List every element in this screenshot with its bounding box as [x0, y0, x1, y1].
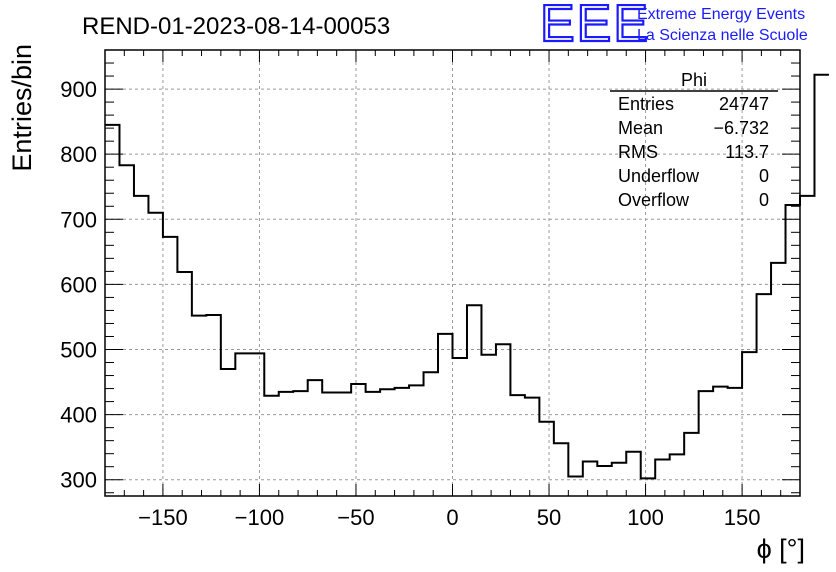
x-axis-title: ϕ [°] [757, 534, 805, 564]
x-tick-labels: −150 −100 −50 0 50 100 150 [138, 505, 760, 530]
histogram-bin [438, 334, 452, 496]
y-tick-label: 900 [60, 77, 97, 102]
histogram-bin [525, 398, 539, 496]
histogram-bin [453, 358, 467, 496]
histogram-bin [699, 391, 713, 496]
histogram-bin [467, 305, 481, 496]
histogram-bin [771, 263, 785, 496]
histogram-outline [105, 73, 829, 480]
x-tick-label: 0 [446, 505, 458, 530]
y-axis-title: Entries/bin [7, 44, 37, 172]
x-tick-label: −150 [138, 505, 188, 530]
eee-logo-mark: EEE [540, 0, 650, 53]
y-tick-labels: 300 400 500 600 700 800 900 [60, 77, 97, 493]
stats-value: 24747 [719, 94, 769, 114]
y-tick-label: 800 [60, 142, 97, 167]
logo-line-1: Extreme Energy Events [637, 6, 805, 23]
histogram-bin [568, 476, 582, 496]
histogram-bin [322, 392, 336, 496]
histogram-bin [148, 213, 162, 496]
histogram-bin [800, 196, 814, 496]
histogram-bin [308, 380, 322, 496]
histogram-bin [728, 388, 742, 496]
x-tick-label: −50 [337, 505, 374, 530]
histogram-bin [424, 372, 438, 496]
stats-label: RMS [618, 142, 658, 162]
stats-value: 0 [759, 190, 769, 210]
stats-value: 0 [759, 166, 769, 186]
histogram-bin [235, 353, 249, 496]
axis-ticks [104, 49, 801, 496]
histogram-bin [293, 391, 307, 496]
histogram-bin [554, 443, 568, 496]
histogram-bin [264, 396, 278, 496]
stats-label: Mean [618, 118, 663, 138]
histogram-bin [583, 461, 597, 496]
histogram-bin [786, 205, 800, 496]
histogram-bin [337, 392, 351, 496]
histogram-bin [539, 422, 553, 496]
histogram-bin [351, 384, 365, 496]
stats-rows: Entries 24747 Mean −6.732 RMS 113.7 Underflow 0… [618, 94, 769, 210]
histogram-bin [395, 388, 409, 496]
histogram-bin [119, 165, 133, 496]
histogram-bin [192, 316, 206, 496]
histogram-bin [279, 392, 293, 496]
y-tick-label: 300 [60, 468, 97, 493]
chart-title: REND-01-2023-08-14-00053 [82, 13, 390, 40]
x-tick-label: −100 [235, 505, 285, 530]
histogram-bin [177, 272, 191, 496]
histogram-bin [380, 389, 394, 496]
stats-box: Phi Entries 24747 Mean −6.732 RMS 113.7 Underf… [610, 70, 778, 210]
stats-label: Entries [618, 94, 674, 114]
histogram-bin [510, 395, 524, 496]
histogram-bin [206, 315, 220, 496]
histogram-bin [814, 75, 828, 496]
x-tick-label: 150 [724, 505, 761, 530]
histogram-bin [597, 466, 611, 496]
stats-label: Underflow [618, 166, 700, 186]
histogram-bin [409, 385, 423, 496]
y-tick-label: 400 [60, 403, 97, 428]
stats-value: 113.7 [725, 142, 769, 162]
histogram-bin [684, 433, 698, 496]
histogram-bin [612, 463, 626, 496]
histogram-bin [250, 353, 264, 496]
histogram-bin [670, 454, 684, 496]
histogram-bin [757, 294, 771, 496]
x-tick-label: 50 [537, 505, 561, 530]
histogram-bin [163, 237, 177, 496]
histogram-bin [481, 355, 495, 496]
histogram-bin [713, 387, 727, 496]
histogram-bin [641, 478, 655, 496]
histogram-bin [496, 344, 510, 496]
histogram-bin [134, 196, 148, 496]
stats-title: Phi [681, 70, 707, 90]
stats-label: Overflow [618, 190, 690, 210]
logo-line-2: La Scienza nelle Scuole [637, 27, 808, 44]
x-tick-label: 100 [627, 505, 664, 530]
histogram-bin [655, 460, 669, 496]
y-tick-label: 700 [60, 207, 97, 232]
histogram-bin [366, 392, 380, 496]
y-tick-label: 600 [60, 272, 97, 297]
histogram-bin [221, 369, 235, 496]
y-tick-label: 500 [60, 338, 97, 363]
histogram-bin [626, 452, 640, 496]
histogram-bin [742, 352, 756, 496]
stats-value: −6.732 [713, 118, 769, 138]
